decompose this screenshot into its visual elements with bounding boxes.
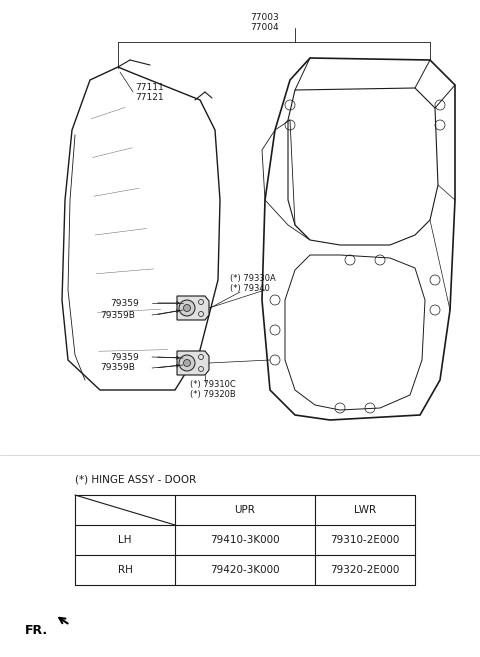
Text: 77121: 77121 (135, 93, 164, 101)
Text: 77003: 77003 (251, 14, 279, 22)
Circle shape (179, 300, 195, 316)
Text: 79359: 79359 (110, 298, 139, 307)
Circle shape (183, 359, 191, 367)
Text: LWR: LWR (354, 505, 376, 515)
Text: LH: LH (118, 535, 132, 545)
Text: UPR: UPR (235, 505, 255, 515)
Text: 77004: 77004 (251, 24, 279, 32)
Circle shape (179, 355, 195, 371)
Text: 79320-2E000: 79320-2E000 (330, 565, 400, 575)
Text: 79359: 79359 (110, 353, 139, 361)
Text: (*) 79310C: (*) 79310C (190, 380, 236, 390)
Text: 79359B: 79359B (100, 363, 135, 373)
Text: 79410-3K000: 79410-3K000 (210, 535, 280, 545)
Text: (*) HINGE ASSY - DOOR: (*) HINGE ASSY - DOOR (75, 475, 196, 485)
Polygon shape (177, 296, 209, 320)
Text: FR.: FR. (25, 623, 48, 637)
Circle shape (183, 304, 191, 311)
Text: RH: RH (118, 565, 132, 575)
Text: 79420-3K000: 79420-3K000 (210, 565, 280, 575)
Text: 79359B: 79359B (100, 311, 135, 319)
Polygon shape (177, 351, 209, 375)
Text: 77111: 77111 (135, 83, 164, 91)
Text: (*) 79320B: (*) 79320B (190, 390, 236, 399)
Text: (*) 79340: (*) 79340 (230, 284, 270, 292)
Text: 79310-2E000: 79310-2E000 (330, 535, 400, 545)
Text: (*) 79330A: (*) 79330A (230, 273, 276, 283)
